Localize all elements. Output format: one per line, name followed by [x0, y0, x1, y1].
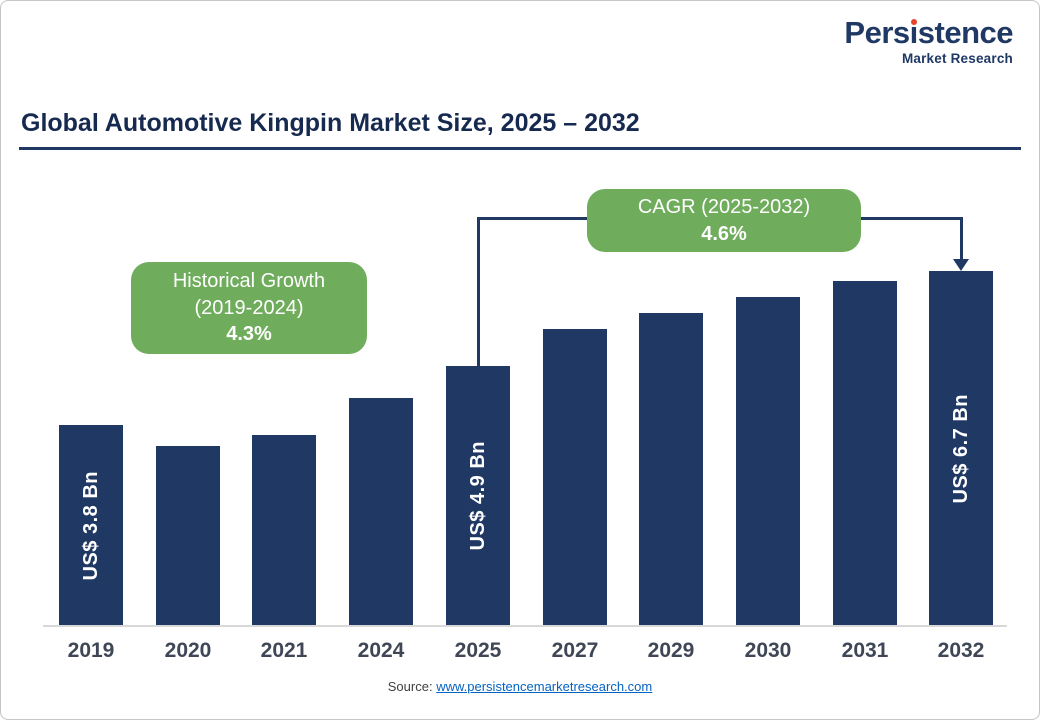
brand-name: Persıstence	[844, 15, 1013, 50]
cagr-arrow-down-icon	[953, 259, 969, 271]
x-axis-label-2032: 2032	[937, 639, 985, 662]
bar-2032: US$ 6.7 Bn	[929, 271, 993, 626]
x-axis-label-2020: 2020	[164, 639, 212, 662]
source-line: Source: www.persistencemarketresearch.co…	[1, 679, 1039, 694]
cagr-connector-right-vertical	[960, 217, 963, 260]
cagr-connector-left-horizontal	[477, 217, 587, 220]
bar-2021	[252, 435, 316, 626]
bar-2029	[639, 313, 703, 626]
x-axis-line	[43, 625, 1007, 627]
cagr-value: 4.6%	[701, 222, 747, 245]
x-axis-label-2019: 2019	[67, 639, 115, 662]
x-axis-label-2031: 2031	[841, 639, 889, 662]
historical-growth-value: 4.3%	[226, 323, 272, 346]
bar-2031	[833, 281, 897, 626]
cagr-connector-right-horizontal	[861, 217, 962, 220]
brand-logo: Persıstence Market Research	[844, 15, 1013, 66]
title-underline	[19, 147, 1021, 150]
bar-2019: US$ 3.8 Bn	[59, 425, 123, 626]
x-axis-label-2025: 2025	[454, 639, 502, 662]
historical-growth-period: (2019-2024)	[194, 296, 304, 319]
source-link[interactable]: www.persistencemarketresearch.com	[436, 679, 653, 694]
page-title: Global Automotive Kingpin Market Size, 2…	[21, 109, 640, 137]
cagr-callout: CAGR (2025-2032) 4.6%	[587, 189, 861, 252]
bar-value-label-2019: US$ 3.8 Bn	[79, 470, 102, 581]
bar-2020	[156, 446, 220, 626]
x-axis-label-2027: 2027	[551, 639, 599, 662]
x-axis-label-2024: 2024	[357, 639, 405, 662]
bar-2027	[543, 329, 607, 626]
brand-subtitle: Market Research	[901, 50, 1013, 66]
bar-2025: US$ 4.9 Bn	[446, 366, 510, 626]
source-label: Source:	[387, 679, 433, 694]
bar-value-label-2025: US$ 4.9 Bn	[466, 441, 489, 551]
x-axis-label-2029: 2029	[647, 639, 695, 662]
historical-growth-line1: Historical Growth	[172, 270, 326, 293]
cagr-connector-left-vertical	[477, 217, 480, 366]
x-axis-label-2030: 2030	[744, 639, 792, 662]
bar-value-label-2032: US$ 6.7 Bn	[949, 393, 972, 504]
bar-2030	[736, 297, 800, 626]
bar-2024	[349, 398, 413, 626]
historical-growth-callout: Historical Growth (2019-2024) 4.3%	[131, 262, 367, 354]
brand-i-red-dot: ı	[909, 15, 919, 50]
cagr-line1: CAGR (2025-2032)	[637, 196, 811, 219]
x-axis-label-2021: 2021	[260, 639, 308, 662]
